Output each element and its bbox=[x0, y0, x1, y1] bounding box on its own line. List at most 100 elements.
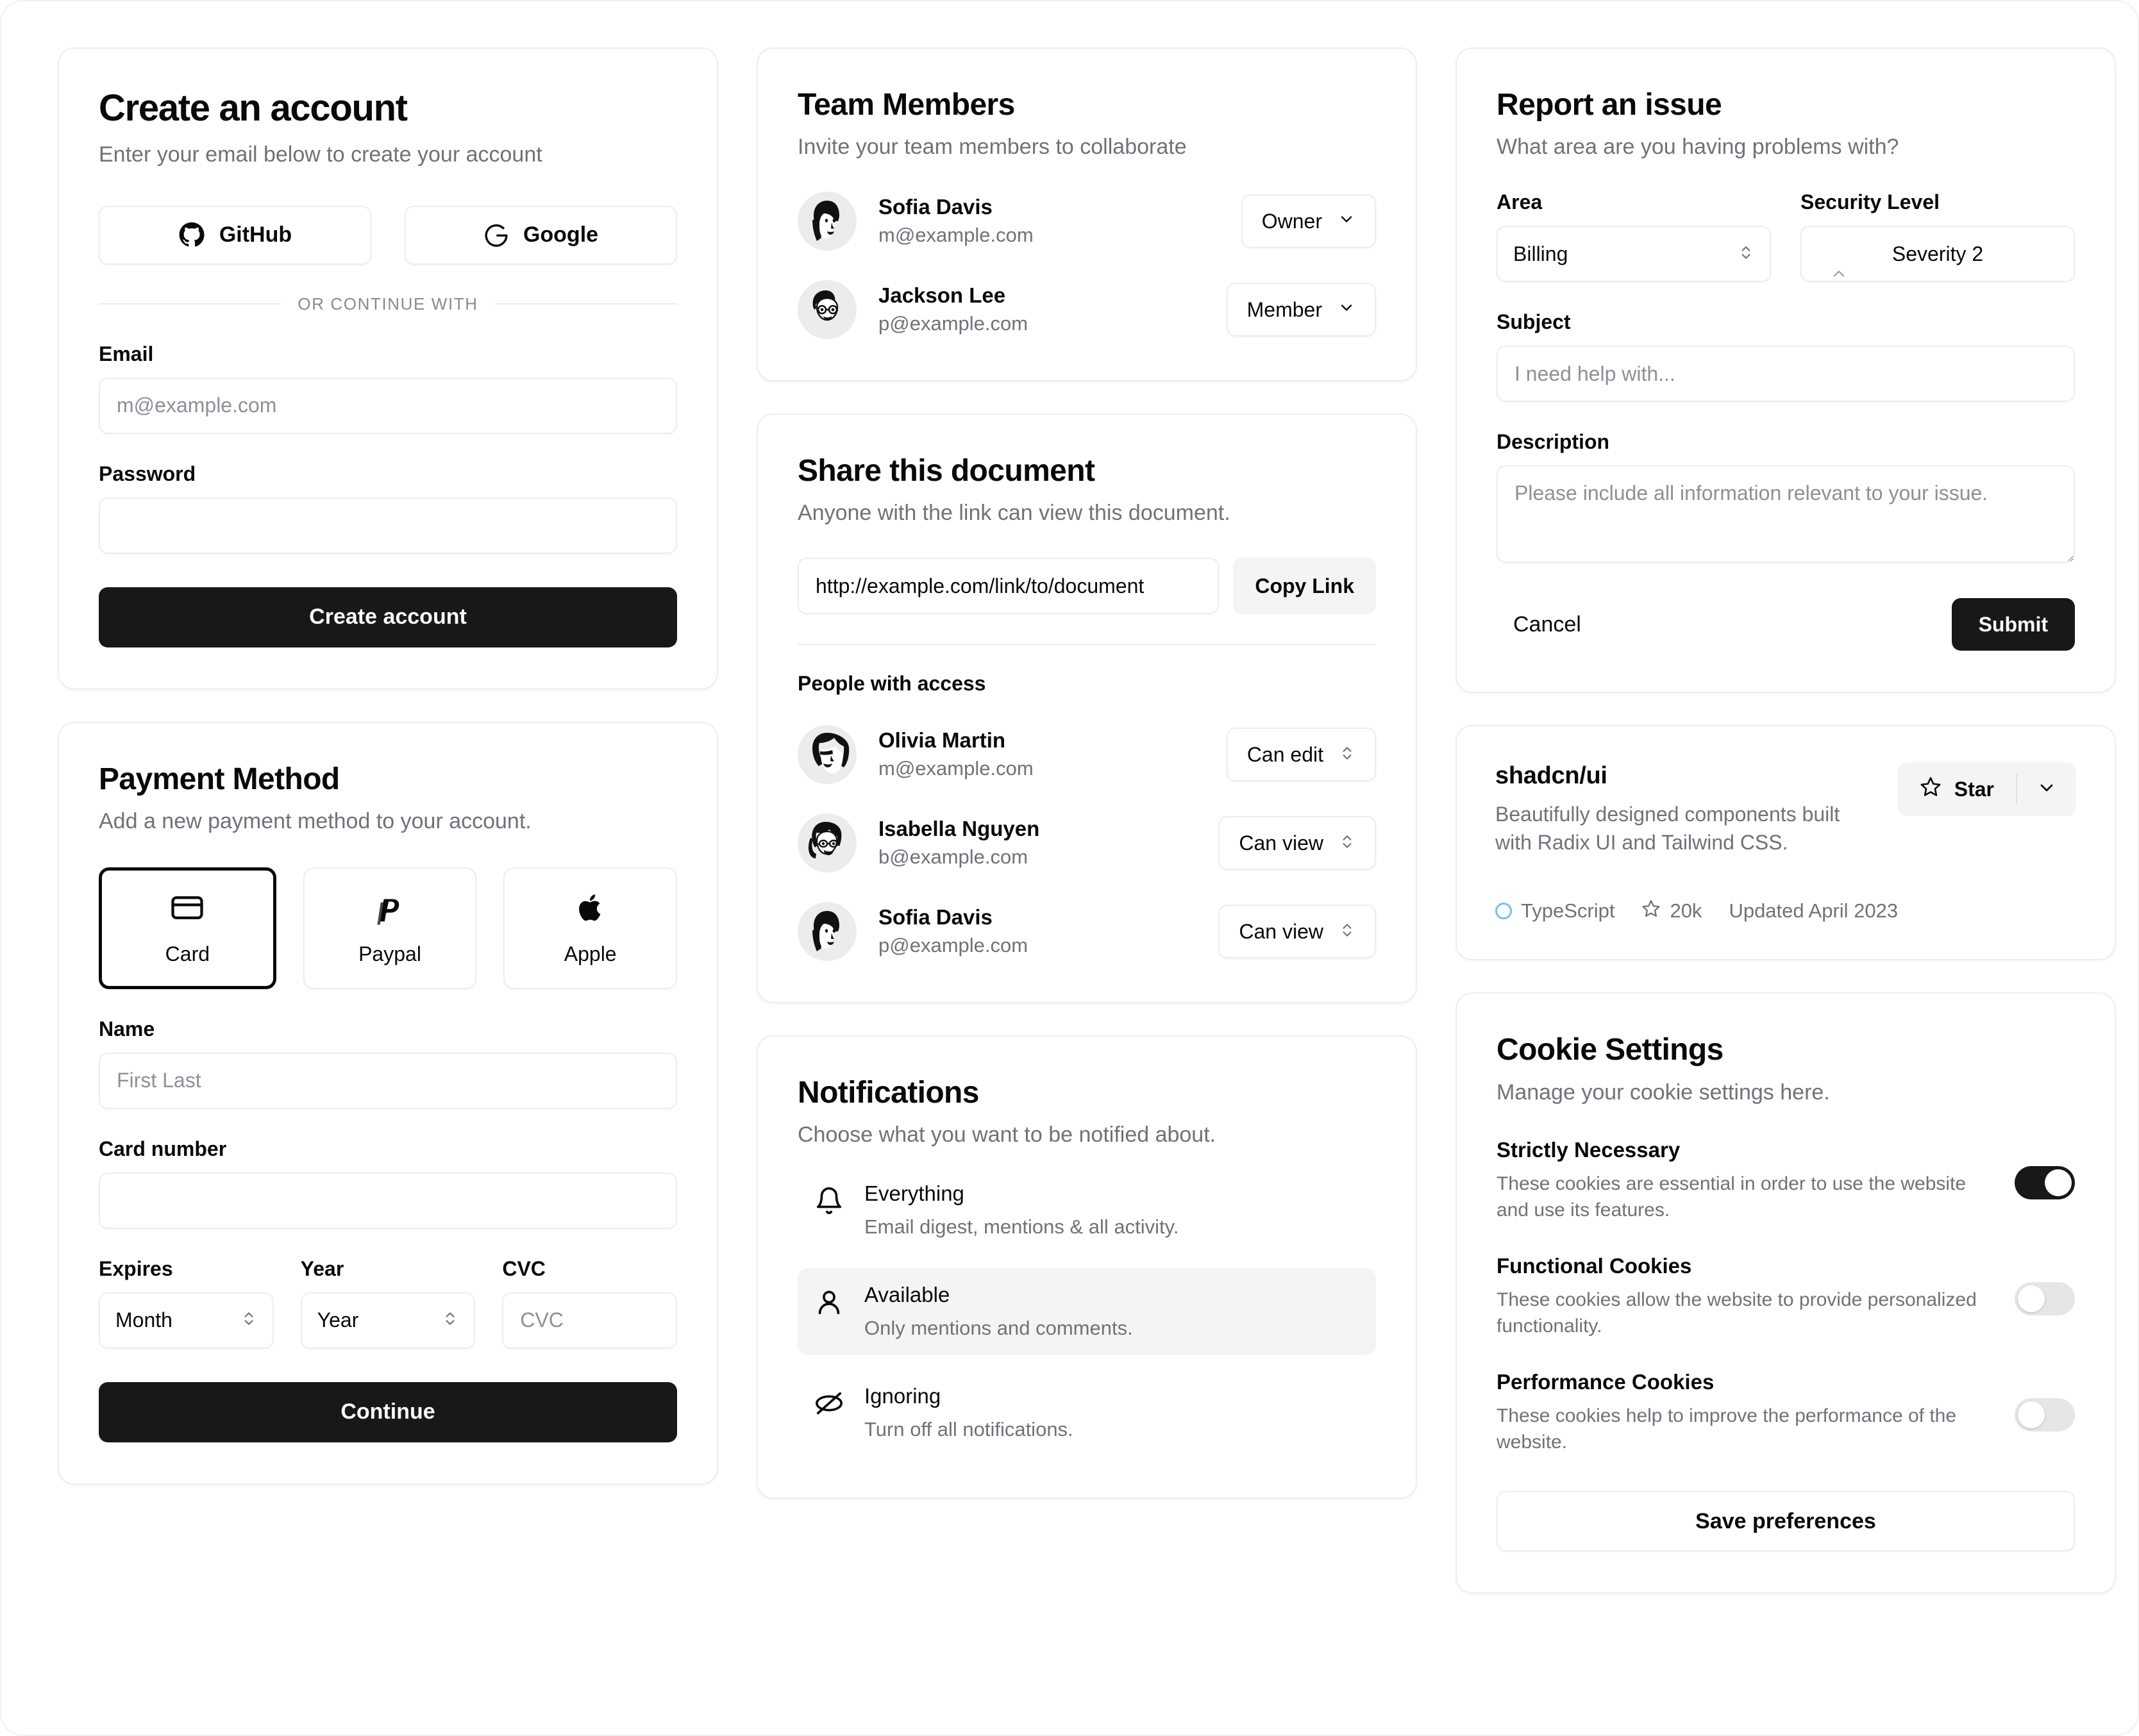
repo-stars-count: 20k bbox=[1670, 899, 1702, 922]
access-person-info: Sofia Davis p@example.com bbox=[878, 905, 1218, 959]
access-permission-select[interactable]: Can view bbox=[1218, 905, 1376, 959]
repo-language: TypeScript bbox=[1495, 899, 1615, 922]
github-login-button[interactable]: GitHub bbox=[99, 205, 371, 265]
email-input[interactable] bbox=[99, 377, 677, 434]
avatar bbox=[798, 902, 857, 962]
access-person-info: Olivia Martin m@example.com bbox=[878, 728, 1227, 782]
password-input[interactable] bbox=[99, 497, 677, 554]
access-person-row: Isabella Nguyen b@example.com Can view bbox=[798, 814, 1376, 873]
team-member-info: Sofia Davis m@example.com bbox=[878, 194, 1241, 249]
notification-options: Everything Email digest, mentions & all … bbox=[798, 1167, 1376, 1456]
share-document-description: Anyone with the link can view this docum… bbox=[798, 501, 1230, 526]
notification-option-available[interactable]: Available Only mentions and comments. bbox=[798, 1268, 1376, 1356]
cookie-toggle-functional[interactable] bbox=[2015, 1282, 2075, 1316]
access-permission-value: Can view bbox=[1239, 831, 1323, 855]
report-issue-actions: Cancel Submit bbox=[1497, 598, 2075, 651]
star-button[interactable]: Star bbox=[1898, 762, 2016, 816]
expires-month-select[interactable]: Month bbox=[99, 1292, 274, 1349]
expires-label: Expires bbox=[99, 1256, 173, 1280]
submit-button[interactable]: Submit bbox=[1951, 598, 2075, 651]
chevron-up-icon[interactable] bbox=[1830, 265, 1848, 288]
team-members-title: Team Members bbox=[798, 88, 1015, 122]
column-middle: Team Members Invite your team members to… bbox=[757, 47, 1417, 1499]
team-members-description: Invite your team members to collaborate bbox=[798, 135, 1187, 160]
toggle-knob bbox=[2045, 1169, 2072, 1197]
repo-updated-label: Updated April 2023 bbox=[1729, 899, 1899, 922]
team-member-role-select[interactable]: Member bbox=[1226, 283, 1376, 337]
continue-button[interactable]: Continue bbox=[99, 1381, 677, 1442]
payment-method-description: Add a new payment method to your account… bbox=[99, 808, 532, 833]
cookie-setting-performance: Performance Cookies These cookies help t… bbox=[1497, 1370, 2075, 1455]
share-link-input[interactable] bbox=[798, 558, 1220, 615]
divider bbox=[798, 644, 1376, 646]
payment-option-card-label: Card bbox=[165, 942, 210, 965]
cvc-field: CVC bbox=[502, 1257, 678, 1349]
access-person-email: m@example.com bbox=[878, 757, 1034, 780]
security-level-select[interactable]: Severity 2 bbox=[1800, 226, 2075, 283]
star-icon bbox=[1641, 899, 1661, 923]
payment-method-title: Payment Method bbox=[99, 762, 340, 796]
apple-icon bbox=[573, 890, 608, 928]
notification-option-everything[interactable]: Everything Email digest, mentions & all … bbox=[798, 1167, 1376, 1254]
area-select[interactable]: Billing bbox=[1497, 226, 1771, 283]
name-input[interactable] bbox=[99, 1052, 677, 1109]
expires-year-select[interactable]: Year bbox=[300, 1292, 476, 1349]
cookie-toggle-strictly-necessary[interactable] bbox=[2015, 1166, 2075, 1200]
payment-option-card[interactable]: Card bbox=[99, 867, 276, 989]
google-login-button[interactable]: Google bbox=[405, 205, 677, 265]
report-issue-description: What area are you having problems with? bbox=[1497, 135, 1899, 160]
report-issue-title: Report an issue bbox=[1497, 88, 1722, 122]
avatar bbox=[798, 280, 857, 340]
security-level-field: Security Level Severity 2 bbox=[1800, 190, 2075, 283]
eye-off-icon bbox=[814, 1383, 845, 1421]
notifications-card: Notifications Choose what you want to be… bbox=[757, 1035, 1417, 1499]
repo-card: shadcn/ui Beautifully designed component… bbox=[1455, 725, 2116, 961]
notification-option-ignoring[interactable]: Ignoring Turn off all notifications. bbox=[798, 1369, 1376, 1456]
team-member-role-select[interactable]: Owner bbox=[1241, 194, 1376, 249]
access-person-email: p@example.com bbox=[878, 934, 1028, 957]
email-label: Email bbox=[99, 342, 154, 365]
create-account-button[interactable]: Create account bbox=[99, 587, 677, 647]
cancel-button[interactable]: Cancel bbox=[1497, 599, 1598, 650]
notifications-description: Choose what you want to be notified abou… bbox=[798, 1123, 1216, 1148]
access-permission-value: Can edit bbox=[1246, 742, 1323, 766]
name-label: Name bbox=[99, 1017, 155, 1040]
card-number-label: Card number bbox=[99, 1137, 227, 1160]
chevron-updown-icon bbox=[1339, 920, 1355, 944]
column-left: Create an account Enter your email below… bbox=[58, 47, 718, 1485]
payment-option-paypal[interactable]: Paypal bbox=[303, 867, 477, 989]
copy-link-button[interactable]: Copy Link bbox=[1233, 558, 1376, 615]
oauth-buttons: GitHub Google bbox=[99, 205, 677, 265]
cards-grid: Create an account Enter your email below… bbox=[58, 47, 2116, 1594]
description-textarea[interactable] bbox=[1497, 465, 2075, 563]
payment-method-card: Payment Method Add a new payment method … bbox=[58, 721, 718, 1485]
paypal-icon bbox=[373, 890, 407, 928]
star-button-group: Star bbox=[1897, 762, 2076, 817]
cookie-settings-title: Cookie Settings bbox=[1497, 1033, 1724, 1067]
team-member-name: Sofia Davis bbox=[878, 194, 993, 219]
create-account-title: Create an account bbox=[99, 87, 408, 129]
chevron-updown-icon bbox=[1339, 831, 1355, 855]
description-label: Description bbox=[1497, 430, 1610, 454]
people-with-access-label: People with access bbox=[798, 672, 986, 696]
share-link-row: Copy Link bbox=[798, 558, 1376, 615]
payment-option-apple[interactable]: Apple bbox=[503, 867, 678, 989]
payment-option-apple-label: Apple bbox=[564, 942, 617, 965]
subject-input[interactable] bbox=[1497, 346, 2075, 403]
cvc-input[interactable] bbox=[502, 1292, 678, 1349]
save-preferences-button[interactable]: Save preferences bbox=[1497, 1491, 2075, 1552]
notifications-title: Notifications bbox=[798, 1076, 979, 1110]
toggle-knob bbox=[2018, 1285, 2045, 1313]
access-person-email: b@example.com bbox=[878, 846, 1028, 869]
cookie-toggle-performance[interactable] bbox=[2015, 1398, 2075, 1432]
cookie-setting-text: Strictly Necessary These cookies are ess… bbox=[1497, 1138, 1989, 1223]
credit-card-icon bbox=[170, 890, 205, 928]
create-account-description: Enter your email below to create your ac… bbox=[99, 142, 542, 167]
notification-option-sub: Turn off all notifications. bbox=[864, 1417, 1073, 1440]
star-dropdown-button[interactable] bbox=[2017, 762, 2076, 816]
card-number-input[interactable] bbox=[99, 1172, 677, 1229]
access-permission-select[interactable]: Can edit bbox=[1226, 728, 1376, 782]
access-permission-select[interactable]: Can view bbox=[1218, 816, 1376, 871]
star-group-divider bbox=[2016, 774, 2017, 805]
divider-line-left bbox=[99, 303, 281, 305]
